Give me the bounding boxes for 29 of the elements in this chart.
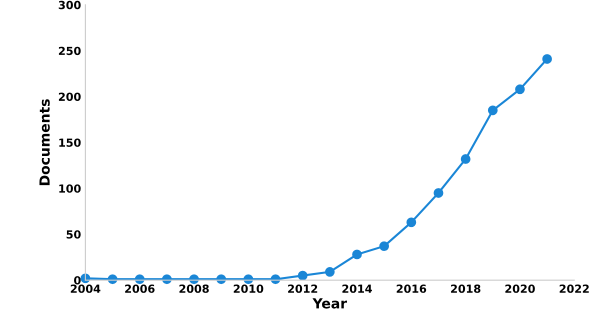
point xyxy=(406,217,416,228)
x-tick-label: 2012 xyxy=(288,284,318,293)
x-tick-label: 2010 xyxy=(234,284,264,293)
y-tick-label: 150 xyxy=(59,138,81,147)
point xyxy=(460,154,470,164)
point xyxy=(352,250,362,260)
x-tick-label: 2006 xyxy=(125,284,155,293)
x-tick-label: 2016 xyxy=(396,284,426,293)
y-tick-label: 200 xyxy=(58,92,81,101)
point xyxy=(488,106,498,116)
y-tick-label: 0 xyxy=(74,276,81,285)
y-tick-label: 300 xyxy=(58,0,81,10)
point xyxy=(434,188,444,198)
x-tick-label: 2020 xyxy=(505,284,535,293)
point xyxy=(324,267,335,277)
point xyxy=(379,241,390,252)
x-tick-label: 2014 xyxy=(342,284,372,293)
x-tick-label: 2004 xyxy=(70,284,100,293)
y-tick-label: 100 xyxy=(59,184,81,193)
y-axis-title: Documents xyxy=(39,99,50,186)
point xyxy=(542,54,552,64)
y-tick-label: 250 xyxy=(58,46,81,56)
y-tick-label: 50 xyxy=(66,230,81,239)
x-tick-label: 2008 xyxy=(179,284,209,293)
point xyxy=(515,84,525,94)
x-tick-label: 2018 xyxy=(451,284,480,293)
x-axis-title: Year xyxy=(312,298,348,309)
x-tick-label: 2022 xyxy=(560,284,589,293)
point xyxy=(298,270,308,280)
